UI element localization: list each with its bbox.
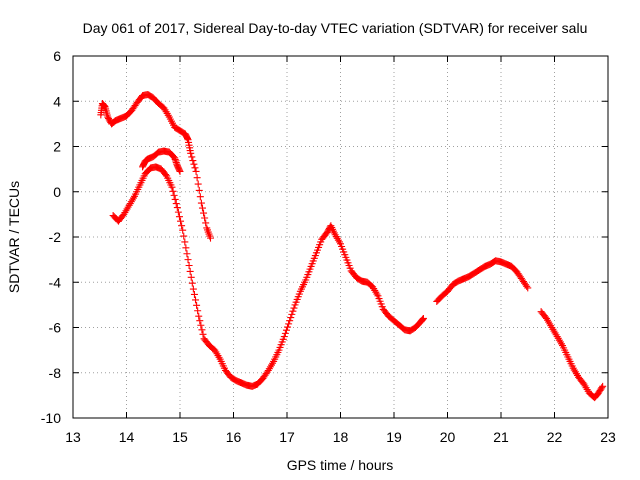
data-point bbox=[524, 284, 532, 292]
y-tick-labels: -10 -8 -6 -4 -2 0 2 4 6 bbox=[41, 48, 61, 426]
y-tick-label: 2 bbox=[53, 139, 61, 155]
data-point bbox=[286, 317, 294, 325]
data-point bbox=[287, 314, 295, 322]
data-point bbox=[182, 244, 190, 252]
data-point bbox=[177, 217, 185, 225]
data-point bbox=[187, 149, 195, 157]
data-point bbox=[178, 222, 186, 230]
data-point bbox=[189, 285, 197, 293]
data-point bbox=[186, 267, 194, 275]
data-point bbox=[199, 330, 207, 338]
x-tick-label: 20 bbox=[440, 429, 456, 445]
x-tick-label: 13 bbox=[65, 429, 81, 445]
data-point bbox=[172, 200, 180, 208]
y-tick-label: -4 bbox=[49, 274, 62, 290]
data-point bbox=[200, 209, 208, 217]
data-point bbox=[194, 180, 202, 188]
y-tick-label: -6 bbox=[49, 320, 62, 336]
data-point bbox=[192, 296, 200, 304]
data-point bbox=[198, 326, 206, 334]
x-tick-label: 17 bbox=[279, 429, 295, 445]
x-tick-label: 15 bbox=[172, 429, 188, 445]
data-point bbox=[197, 321, 205, 329]
y-tick-label: -2 bbox=[49, 229, 62, 245]
data-point bbox=[419, 314, 427, 322]
data-point bbox=[180, 232, 188, 240]
grid-lines bbox=[73, 56, 608, 418]
y-tick-label: 0 bbox=[53, 184, 61, 200]
x-tick-labels: 13 14 15 16 17 18 19 20 21 22 23 bbox=[65, 429, 616, 445]
data-point bbox=[187, 273, 195, 281]
x-tick-label: 19 bbox=[386, 429, 402, 445]
data-points bbox=[97, 90, 607, 402]
data-point bbox=[198, 204, 206, 212]
data-point bbox=[195, 186, 203, 194]
x-tick-label: 14 bbox=[119, 429, 135, 445]
data-point bbox=[282, 326, 290, 334]
data-point bbox=[206, 234, 214, 242]
chart-title: Day 061 of 2017, Sidereal Day-to-day VTE… bbox=[83, 20, 588, 36]
data-point bbox=[176, 167, 184, 175]
x-axis-label: GPS time / hours bbox=[287, 457, 394, 473]
x-tick-label: 22 bbox=[547, 429, 563, 445]
series-arc-middle bbox=[139, 147, 184, 175]
data-point bbox=[191, 164, 199, 172]
x-tick-label: 16 bbox=[226, 429, 242, 445]
data-point bbox=[181, 238, 189, 246]
data-point bbox=[289, 307, 297, 315]
data-point bbox=[189, 157, 197, 165]
data-point bbox=[169, 187, 177, 195]
data-point bbox=[201, 214, 209, 222]
data-point bbox=[168, 183, 176, 191]
data-point bbox=[183, 250, 191, 258]
series-arc-late bbox=[537, 308, 607, 402]
data-point bbox=[179, 226, 187, 234]
data-point bbox=[184, 256, 192, 264]
data-point bbox=[190, 160, 198, 168]
data-point bbox=[196, 193, 204, 201]
data-point bbox=[185, 262, 193, 270]
data-point bbox=[175, 213, 183, 221]
y-tick-label: -8 bbox=[49, 365, 62, 381]
data-point bbox=[281, 329, 289, 337]
data-point bbox=[193, 174, 201, 182]
data-point bbox=[284, 323, 292, 331]
data-point bbox=[599, 382, 607, 390]
data-point bbox=[598, 384, 606, 392]
data-point bbox=[174, 208, 182, 216]
series-arc-upper bbox=[97, 90, 214, 242]
plot-frame bbox=[72, 55, 609, 419]
data-point bbox=[188, 279, 196, 287]
data-point bbox=[162, 171, 170, 179]
data-point bbox=[188, 153, 196, 161]
data-point bbox=[195, 312, 203, 320]
y-tick-label: 4 bbox=[53, 93, 61, 109]
series-arc-main bbox=[109, 163, 427, 390]
y-tick-label: -10 bbox=[41, 410, 61, 426]
data-point bbox=[173, 204, 181, 212]
y-tick-label: 6 bbox=[53, 48, 61, 64]
data-point bbox=[192, 167, 200, 175]
data-point bbox=[171, 195, 179, 203]
data-point bbox=[285, 320, 293, 328]
data-point bbox=[288, 310, 296, 318]
y-axis-label: SDTVAR / TECUs bbox=[6, 181, 22, 293]
data-point bbox=[196, 317, 204, 325]
x-tick-label: 18 bbox=[333, 429, 349, 445]
x-tick-label: 23 bbox=[600, 429, 616, 445]
data-point bbox=[190, 290, 198, 298]
data-point bbox=[523, 282, 531, 290]
data-point bbox=[193, 301, 201, 309]
x-tick-label: 21 bbox=[493, 429, 509, 445]
data-point bbox=[197, 199, 205, 207]
data-point bbox=[290, 304, 298, 312]
data-point bbox=[170, 191, 178, 199]
data-point bbox=[194, 307, 202, 315]
series-arc-evening bbox=[433, 257, 532, 305]
data-point bbox=[280, 333, 288, 341]
data-point bbox=[202, 219, 210, 227]
